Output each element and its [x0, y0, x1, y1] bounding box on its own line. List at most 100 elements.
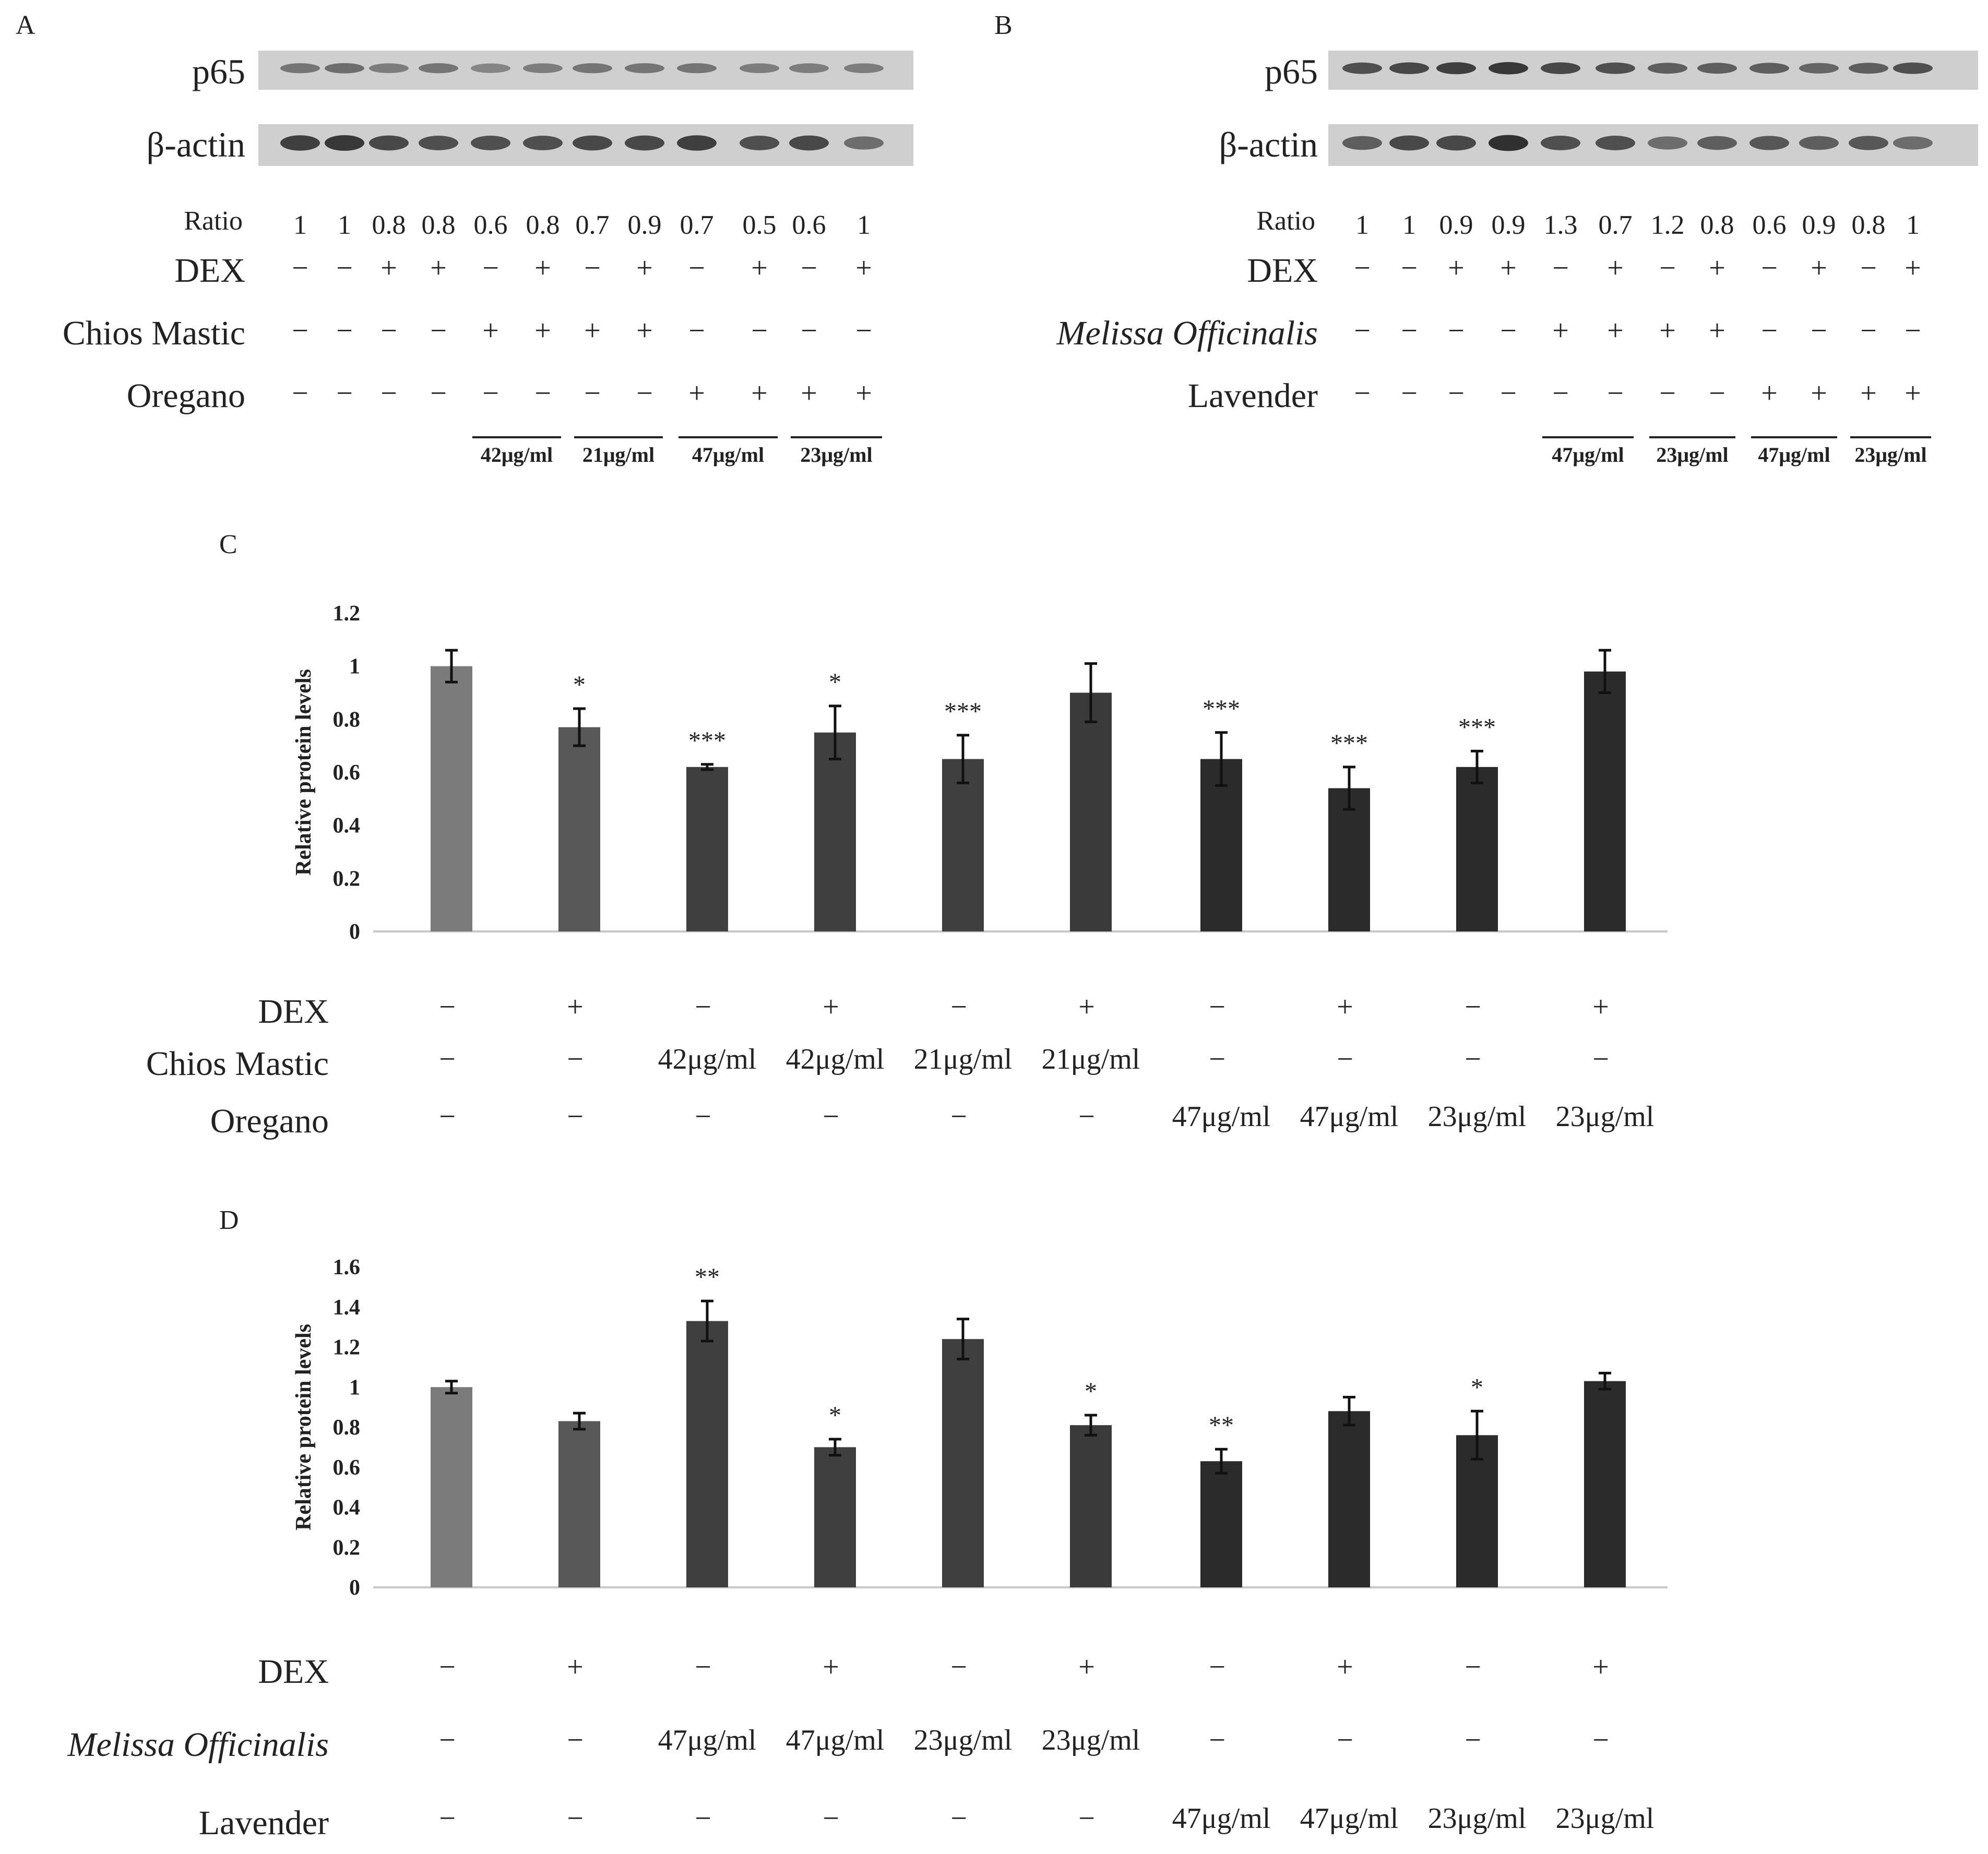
dose-label: 23μg/ml — [800, 443, 872, 467]
treatment-sign: − — [336, 315, 353, 347]
treatment-value: − — [1337, 1724, 1353, 1756]
treatment-sign: − — [1607, 377, 1624, 410]
treatment-value: − — [567, 1101, 584, 1133]
band — [1342, 62, 1382, 74]
significance-mark: *** — [1330, 729, 1368, 757]
band — [1648, 136, 1687, 150]
treatment-sign: + — [1904, 252, 1921, 284]
treatment-sign: − — [584, 377, 601, 410]
treatment-sign: + — [1709, 315, 1725, 347]
band — [523, 63, 563, 74]
treatment-sign: − — [1552, 252, 1569, 284]
treatment-value: 47μg/ml — [1172, 1802, 1271, 1835]
band — [625, 63, 664, 74]
ratio-value: 0.9 — [628, 210, 662, 240]
panel-d: D 0 0.2 0.4 0.6 0.8 1 1.2 1.4 1.6 Relative protein… — [67, 1205, 1668, 1842]
treatment-value: − — [567, 1043, 584, 1075]
treatment-value: − — [1592, 1043, 1609, 1075]
treatment-sign: − — [482, 377, 499, 410]
ratio-value: 0.8 — [526, 210, 560, 240]
ratio-value: 0.7 — [680, 210, 714, 240]
band — [1799, 63, 1839, 74]
ratio-label: Ratio — [184, 206, 243, 236]
band — [677, 135, 717, 151]
treatment-sign: + — [855, 252, 872, 284]
treatment-sign: − — [1500, 315, 1517, 347]
ratio-value: 1 — [293, 210, 307, 240]
treatment-sign: − — [1354, 377, 1371, 410]
treatment-sign: − — [751, 315, 768, 347]
treatment-value: − — [1592, 1724, 1609, 1756]
significance-mark: * — [829, 1402, 841, 1429]
treatment-value: 23μg/ml — [1556, 1802, 1654, 1835]
treatment-value: − — [823, 1101, 839, 1133]
significance-mark: ** — [1209, 1412, 1234, 1439]
bar — [1200, 759, 1242, 931]
treatment-sign: + — [1709, 252, 1725, 284]
treatment-value: 47μg/ml — [1172, 1101, 1271, 1133]
treatment-sign: − — [1709, 377, 1725, 410]
bar — [1070, 1425, 1112, 1587]
y-tick-label: 1.4 — [333, 1296, 361, 1320]
ratio-value: 1 — [338, 210, 351, 240]
treatment-value: − — [1465, 991, 1481, 1023]
bar — [431, 1387, 472, 1587]
band — [1596, 136, 1635, 150]
dose-label: 23μg/ml — [1656, 443, 1728, 467]
y-tick-label: 0.2 — [333, 1536, 361, 1560]
bar — [942, 1339, 984, 1587]
treatment-sign: + — [482, 315, 499, 347]
treatment-sign: + — [751, 252, 768, 284]
band — [1697, 63, 1737, 74]
ratio-value: 0.8 — [372, 210, 406, 240]
treatment-value: − — [567, 1724, 584, 1756]
treatment-value: 42μg/ml — [786, 1043, 885, 1075]
panel-label: C — [219, 530, 237, 559]
treatment-value: + — [1592, 1651, 1609, 1683]
treatment-sign: − — [1761, 315, 1778, 347]
significance-mark: ** — [695, 1263, 720, 1291]
treatment-value: + — [1337, 1651, 1353, 1683]
bar — [558, 1421, 600, 1587]
treatment-sign: − — [336, 377, 353, 410]
treatment-sign: − — [430, 377, 447, 410]
treatment-label: Lavender — [1188, 377, 1318, 415]
treatment-label: DEX — [1247, 252, 1318, 290]
band — [471, 63, 510, 73]
band — [1389, 135, 1429, 151]
treatment-value: − — [950, 1651, 967, 1683]
treatment-sign: − — [1860, 252, 1877, 284]
treatment-value: − — [439, 1802, 456, 1835]
y-tick-label: 0.4 — [333, 814, 361, 838]
ratio-value: 1.2 — [1651, 210, 1685, 240]
ratio-value: 1 — [1355, 210, 1369, 240]
band — [1799, 136, 1839, 150]
treatment-value: + — [1337, 991, 1353, 1023]
treatment-value: − — [1465, 1043, 1481, 1075]
treatment-value: 23μg/ml — [1428, 1101, 1527, 1133]
ratio-value: 0.6 — [792, 210, 826, 240]
treatment-sign: + — [1607, 315, 1624, 347]
treatment-sign: − — [584, 252, 601, 284]
ratio-value: 1 — [1402, 210, 1416, 240]
band — [740, 136, 779, 150]
treatment-value: − — [1209, 1043, 1225, 1075]
ratio-value: 0.9 — [1492, 210, 1526, 240]
bar — [814, 732, 856, 931]
treatment-sign: − — [1659, 377, 1676, 410]
bar — [814, 1447, 856, 1587]
treatment-value: − — [950, 1802, 967, 1835]
band — [789, 63, 829, 74]
treatment-sign: − — [688, 315, 705, 347]
treatment-sign: + — [1500, 252, 1517, 284]
band — [1893, 136, 1933, 150]
treatment-value: − — [695, 1802, 711, 1835]
band — [1489, 135, 1528, 151]
bar — [1200, 1461, 1242, 1587]
treatment-value: + — [1592, 991, 1609, 1023]
y-tick-label: 0.8 — [333, 708, 361, 732]
treatment-sign: − — [636, 377, 653, 410]
treatment-sign: + — [1607, 252, 1624, 284]
